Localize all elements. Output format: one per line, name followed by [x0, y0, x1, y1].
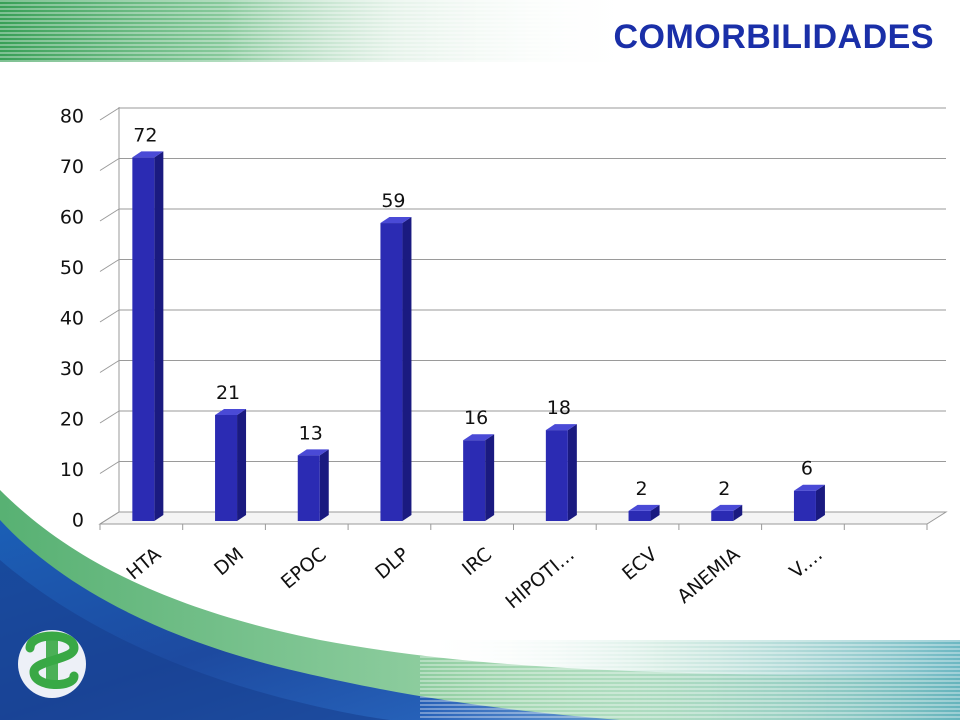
x-tick-label: DLP: [371, 543, 413, 583]
gridline-depth: [99, 158, 120, 171]
y-tick-label: 80: [60, 106, 84, 128]
bar-top: [545, 424, 577, 431]
bar-top: [215, 408, 247, 415]
bar: [215, 408, 247, 521]
x-tick-label: V.…: [785, 543, 826, 583]
gridline-depth: [99, 410, 120, 424]
bar: [711, 504, 743, 521]
top-stripe-decoration: [0, 0, 640, 62]
data-label: 21: [216, 382, 240, 404]
bar-side: [650, 504, 660, 521]
x-tick-label: HIPOTI…: [501, 543, 578, 613]
bar-front: [793, 490, 816, 521]
data-label: 59: [381, 190, 405, 212]
gridline-depth: [99, 259, 120, 272]
bar-side: [733, 504, 743, 521]
bar-front: [628, 510, 651, 521]
y-tick-label: 20: [60, 409, 84, 431]
gridline-depth: [99, 511, 120, 525]
bar-top: [628, 504, 660, 511]
y-tick-label: 60: [60, 207, 84, 229]
logo-emblem: [18, 630, 86, 698]
bar-front: [463, 440, 486, 521]
bar-side: [567, 424, 577, 521]
bar-front: [711, 510, 734, 521]
bar-top: [793, 484, 825, 491]
bar-front: [132, 157, 155, 521]
bar: [380, 217, 412, 522]
y-tick-label: 50: [60, 257, 84, 279]
data-label: 72: [133, 124, 157, 146]
gridline-depth: [99, 309, 120, 323]
bar-front: [545, 430, 568, 521]
bar-side: [319, 449, 329, 521]
x-tick-label: EPOC: [277, 543, 331, 593]
bar-side: [154, 151, 164, 521]
y-axis: 0 10 20 30 40 50 60 70 80: [60, 106, 84, 532]
bar: [545, 424, 577, 521]
data-label: 2: [718, 478, 730, 500]
data-label: 13: [299, 422, 323, 444]
bar-top: [463, 434, 495, 441]
data-label: 18: [547, 397, 571, 419]
x-axis: HTA DM EPOC DLP IRC HIPOTI… ECV ANEMIA V.…: [122, 543, 826, 613]
bar: [628, 504, 660, 521]
data-label: 6: [801, 458, 813, 480]
gridline-depth: [99, 107, 120, 121]
gridline-depth: [99, 208, 120, 222]
y-tick-label: 10: [60, 459, 84, 481]
x-tick-label: ECV: [618, 543, 661, 584]
bar-top: [711, 504, 743, 511]
y-tick-label: 40: [60, 308, 84, 330]
chart-bars: [132, 151, 825, 522]
y-tick-label: 0: [72, 510, 84, 532]
slide-title: COMORBILIDADES: [613, 18, 934, 56]
data-label: 2: [636, 478, 648, 500]
bottom-wave-decoration: [0, 490, 960, 720]
bar-side: [485, 434, 495, 521]
bar-front: [297, 455, 320, 521]
bar-side: [237, 408, 247, 521]
bar-top: [297, 449, 329, 456]
data-label: 16: [464, 407, 488, 429]
data-labels: 72 21 13 59 16 18 2 2 6: [133, 124, 813, 500]
bar-side: [402, 217, 412, 522]
y-tick-label: 70: [60, 156, 84, 178]
bar-top: [132, 151, 164, 158]
x-tick-label: ANEMIA: [673, 543, 744, 608]
bar: [463, 434, 495, 521]
chart-gridlines: [99, 107, 946, 525]
bar-chart: 0 10 20 30 40 50 60 70 80 72 21 13 59 16 18 2 2 6 HTA DM E…: [60, 106, 948, 613]
bar: [297, 449, 329, 521]
bar: [132, 151, 164, 521]
x-tick-label: HTA: [122, 543, 165, 584]
bar-front: [215, 414, 238, 521]
y-tick-label: 30: [60, 358, 84, 380]
bar: [793, 484, 825, 521]
bar-top: [380, 217, 412, 224]
bar-side: [815, 484, 825, 521]
x-tick-label: DM: [210, 543, 248, 580]
x-tick-label: IRC: [458, 543, 496, 580]
gridline-depth: [99, 360, 120, 373]
gridline-depth: [99, 461, 120, 474]
bar-front: [380, 223, 403, 522]
